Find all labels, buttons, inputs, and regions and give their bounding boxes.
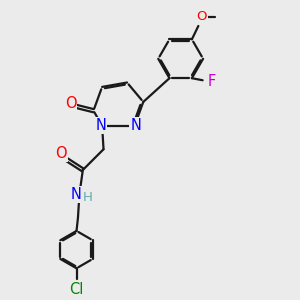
Text: H: H xyxy=(82,191,92,204)
Text: Cl: Cl xyxy=(69,282,84,297)
Text: N: N xyxy=(70,187,81,202)
Text: N: N xyxy=(95,118,106,133)
Text: O: O xyxy=(197,10,207,23)
Text: N: N xyxy=(130,118,142,133)
Text: O: O xyxy=(56,146,67,161)
Text: O: O xyxy=(64,96,76,111)
Text: F: F xyxy=(208,74,216,88)
